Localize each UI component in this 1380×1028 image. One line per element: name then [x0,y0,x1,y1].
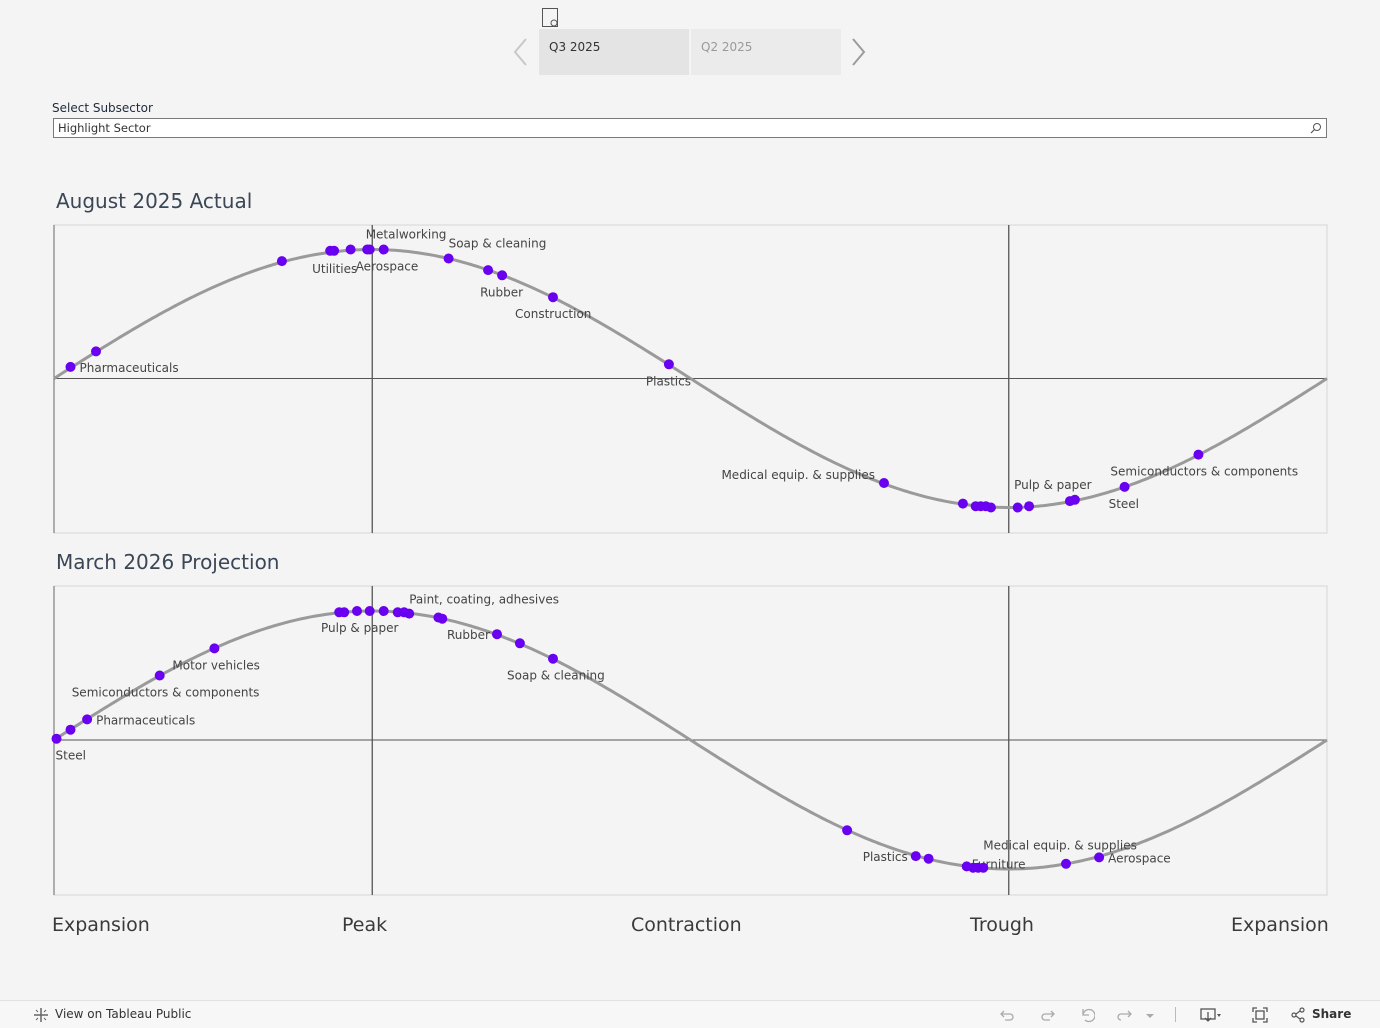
sector-label: Soap & cleaning [507,669,605,683]
chart-projection: Steel Pharmaceuticals Semiconductors & com… [51,585,1328,896]
tab-q2-2025[interactable]: Q2 2025 [691,29,841,75]
sector-label: Rubber [447,628,490,642]
sector-point[interactable] [378,244,389,255]
sector-point[interactable] [65,724,76,735]
sector-label: Soap & cleaning [449,237,547,251]
phase-label-contraction: Contraction [631,914,742,936]
sector-label: Metalworking [366,228,447,242]
sector-point[interactable] [1094,852,1105,863]
share-button[interactable]: Share [1312,1007,1352,1021]
download-icon[interactable] [1200,1007,1222,1023]
revert-icon[interactable] [1079,1007,1095,1023]
undo-icon[interactable] [999,1007,1015,1023]
sector-point[interactable] [352,606,362,616]
filter-label: Select Subsector [52,101,153,115]
phase-label-expansion-end: Expansion [1231,914,1329,936]
sector-point[interactable] [957,498,968,509]
sector-label: Semiconductors & components [72,686,260,700]
chart-title-actual: August 2025 Actual [56,189,253,213]
sector-point[interactable] [378,606,389,616]
sector-point[interactable] [842,825,853,836]
sector-point[interactable] [1119,481,1130,492]
sector-label: Pharmaceuticals [96,713,195,727]
sector-point[interactable] [1024,501,1035,512]
tableau-logo-icon [34,1008,48,1022]
next-arrow-icon[interactable] [848,36,868,68]
sector-point[interactable] [1012,502,1023,513]
highlight-sector-placeholder: Highlight Sector [58,121,151,135]
sector-point[interactable] [548,653,558,664]
tab-q3-2025[interactable]: Q3 2025 [539,29,689,75]
business-cycle-curve [53,248,1328,509]
sector-point[interactable] [51,733,62,744]
sector-point[interactable] [879,478,889,488]
sector-point[interactable] [345,244,356,255]
business-cycle-curve [53,609,1328,871]
share-icon[interactable] [1290,1007,1306,1023]
phase-label-trough: Trough [970,914,1034,936]
sector-label: Motor vehicles [172,658,259,672]
sector-point[interactable] [65,361,76,372]
sector-point[interactable] [339,607,350,618]
sector-point[interactable] [910,851,921,862]
sector-point[interactable] [82,714,93,725]
sector-point[interactable] [497,270,508,281]
sector-point[interactable] [492,629,502,640]
sector-label: Construction [515,307,591,321]
sector-label: Plastics [863,850,908,864]
bottom-toolbar: View on Tableau Public Share [0,1000,1380,1028]
sector-point[interactable] [91,346,101,357]
sector-label: Pharmaceuticals [80,361,179,375]
chevron-down-icon[interactable] [1144,1007,1156,1023]
sector-label: Steel [56,749,86,763]
redo-icon[interactable] [1040,1007,1056,1023]
sector-label: Plastics [646,374,691,388]
sector-label: Pulp & paper [1014,478,1092,492]
sheet-icon [542,8,558,27]
highlight-sector-input[interactable]: Highlight Sector [53,118,1327,138]
sector-label: Pulp & paper [321,621,399,635]
sector-point[interactable] [1069,494,1080,505]
sector-label: Rubber [480,285,523,299]
sector-point[interactable] [276,256,287,267]
sector-point[interactable] [443,253,454,264]
sector-label: Steel [1109,497,1139,511]
refresh-icon[interactable] [1116,1007,1132,1023]
search-icon[interactable] [1310,122,1322,134]
sector-point[interactable] [209,643,220,654]
sector-point[interactable] [548,292,558,303]
sector-point[interactable] [483,265,494,276]
sector-label: Medical equip. & supplies [721,468,875,482]
toolbar-separator [1175,1007,1176,1022]
sector-label: Utilities [312,262,357,276]
sector-point[interactable] [404,608,415,619]
phase-label-expansion-start: Expansion [52,914,150,936]
chart-title-projection: March 2026 Projection [56,550,280,574]
sector-point[interactable] [663,359,674,370]
sector-point[interactable] [1193,449,1204,460]
phase-label-peak: Peak [342,914,388,936]
sector-point[interactable] [978,862,989,873]
previous-arrow-icon[interactable] [511,36,531,68]
view-on-tableau-link[interactable]: View on Tableau Public [55,1007,192,1021]
sector-point[interactable] [364,244,375,255]
sector-point[interactable] [154,670,165,681]
sector-label: Semiconductors & components [1110,465,1298,479]
fullscreen-icon[interactable] [1252,1007,1268,1023]
sector-label: Medical equip. & supplies [983,839,1137,853]
sector-point[interactable] [985,502,996,513]
sector-point[interactable] [923,853,934,864]
sector-point[interactable] [1061,858,1071,869]
sector-label: Aerospace [356,260,419,274]
sector-point[interactable] [437,613,448,624]
sector-point[interactable] [364,606,375,616]
sector-label: Aerospace [1108,851,1171,865]
sector-point[interactable] [514,638,525,649]
sector-label: Paint, coating, adhesives [409,593,559,607]
sector-point[interactable] [329,245,340,256]
